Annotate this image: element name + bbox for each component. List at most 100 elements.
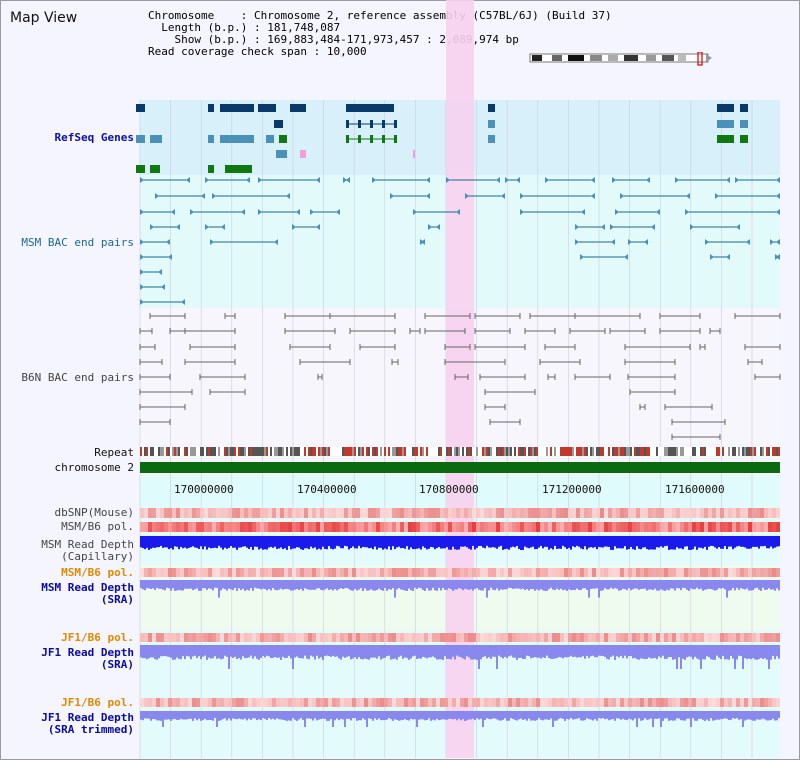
jf1-trim-depth-bar (422, 711, 424, 720)
jf1-sra-depth-bar (634, 645, 636, 658)
repeat-segment (182, 447, 184, 456)
jf1-trim-depth-bar (562, 711, 564, 719)
jf1-pol-trim-heat-cell (640, 698, 644, 707)
dbsnp-heat-cell (704, 508, 708, 518)
gene-feature (136, 135, 145, 143)
repeat-segment (602, 447, 604, 456)
dbsnp-heat-cell (600, 508, 604, 518)
repeat-segment (462, 447, 464, 456)
msm-pol-sra-heat-cell (508, 568, 512, 577)
msm-capillary-depth-bar (632, 536, 634, 550)
jf1-pol-heat-cell (176, 633, 180, 642)
msm-sra-depth-bar (758, 580, 760, 590)
jf1-trim-depth-bar (484, 711, 486, 720)
repeat-segment (300, 447, 302, 456)
show-key: Show (b.p.) (174, 33, 248, 46)
msm-sra-depth-bar (492, 580, 494, 590)
jf1-sra-depth-bar (214, 645, 216, 657)
msm-capillary-depth-bar (660, 536, 662, 547)
msm-capillary-depth-bar (578, 536, 580, 547)
msm-capillary-depth-bar (508, 536, 510, 550)
repeat-segment (748, 447, 750, 456)
gene-feature (717, 120, 734, 128)
msm-sra-depth-bar (240, 580, 242, 590)
msm-pol-heat-cell (244, 522, 248, 532)
repeat-segment (278, 447, 280, 456)
jf1-sra-depth-bar (300, 645, 302, 659)
dbsnp-heat-cell (216, 508, 220, 518)
msm-pol-heat-cell (328, 522, 332, 532)
msm-pol-sra-heat-cell (548, 568, 552, 577)
msm-capillary-depth-bar (280, 536, 282, 548)
msm-pol-heat-cell (672, 522, 676, 532)
msm-sra-depth-bar (384, 580, 386, 588)
jf1-sra-depth-bar (546, 645, 548, 656)
jf1-trim-depth-bar (676, 711, 678, 719)
msm-capillary-depth-bar (436, 536, 438, 548)
jf1-sra-depth-bar (216, 645, 218, 659)
msm-capillary-depth-bar (726, 536, 728, 550)
msm-capillary-depth-bar (702, 536, 704, 549)
jf1-trim-depth-bar (708, 711, 710, 721)
jf1-trim-depth-bar (512, 711, 514, 720)
jf1-pol-heat-cell (400, 633, 404, 642)
dbsnp-heat-cell (580, 508, 584, 518)
msm-sra-depth-bar (556, 580, 558, 589)
msm-sra-depth-bar (690, 580, 692, 589)
dbsnp-heat-cell (396, 508, 400, 518)
dbsnp-heat-cell (628, 508, 632, 518)
msm-sra-depth-bar (506, 580, 508, 590)
jf1-sra-depth-bar (578, 645, 580, 658)
msm-pol-heat-cell (668, 522, 672, 532)
jf1-trim-depth-bar (432, 711, 434, 720)
jf1-pol-trim-heat-cell (408, 698, 412, 707)
msm-capillary-depth-bar (376, 536, 378, 550)
jf1-trim-depth-bar (316, 711, 318, 721)
dbsnp-heat-cell (764, 508, 768, 518)
msm-sra-depth-bar (622, 580, 624, 589)
jf1-pol-trim-heat-cell (400, 698, 404, 707)
jf1-pol-heat-cell (544, 633, 548, 642)
msm-capillary-depth-bar (248, 536, 250, 550)
jf1-sra-depth-bar (382, 645, 384, 659)
msm-sra-depth-bar (206, 580, 208, 590)
msm-capillary-depth-bar (698, 536, 700, 548)
msm-pol-heat-cell (552, 522, 556, 532)
jf1-trim-depth-bar (550, 711, 552, 719)
jf1-trim-depth-bar (712, 711, 714, 721)
msm-sra-depth-bar (680, 580, 682, 591)
jf1-sra-depth-bar (302, 645, 304, 659)
msm-capillary-depth-bar (584, 536, 586, 547)
msm-sra-depth-bar (396, 580, 398, 590)
msm-sra-depth-bar (428, 580, 430, 591)
jf1-trim-depth-bar (640, 711, 642, 721)
jf1-pol-trim-heat-cell (440, 698, 444, 707)
msm-pol-heat-cell (516, 522, 520, 532)
jf1-trim-depth-bar (442, 711, 444, 720)
dbsnp-heat-cell (516, 508, 520, 518)
repeat-segment (564, 447, 566, 456)
dbsnp-heat-cell (348, 508, 352, 518)
jf1-pol-trim-heat-cell (164, 698, 168, 707)
jf1-pol-heat-cell (260, 633, 264, 642)
msm-capillary-depth-bar (238, 536, 240, 548)
jf1-sra-depth-bar (372, 645, 374, 658)
dbsnp-heat-cell (424, 508, 428, 518)
chromosome-ideogram[interactable] (528, 52, 714, 66)
jf1-pol-trim-heat-cell (200, 698, 204, 707)
jf1-trim-depth-bar (216, 711, 218, 727)
dbsnp-heat-cell (336, 508, 340, 518)
msm-pol-heat-cell (768, 522, 772, 532)
msm-sra-depth-bar (752, 580, 754, 591)
msm-capillary-depth-bar (736, 536, 738, 547)
jf1-pol-heat-cell (540, 633, 544, 642)
msm-capillary-depth-bar (170, 536, 172, 549)
jf1-trim-depth-bar (272, 711, 274, 719)
bac-end-marker (601, 224, 605, 230)
jf1-trim-depth-bar (160, 711, 162, 721)
dbsnp-heat-cell (468, 508, 472, 518)
msm-sra-depth-bar (592, 580, 594, 589)
msm-capillary-depth-bar (534, 536, 536, 550)
msm-capillary-depth-bar (520, 536, 522, 550)
